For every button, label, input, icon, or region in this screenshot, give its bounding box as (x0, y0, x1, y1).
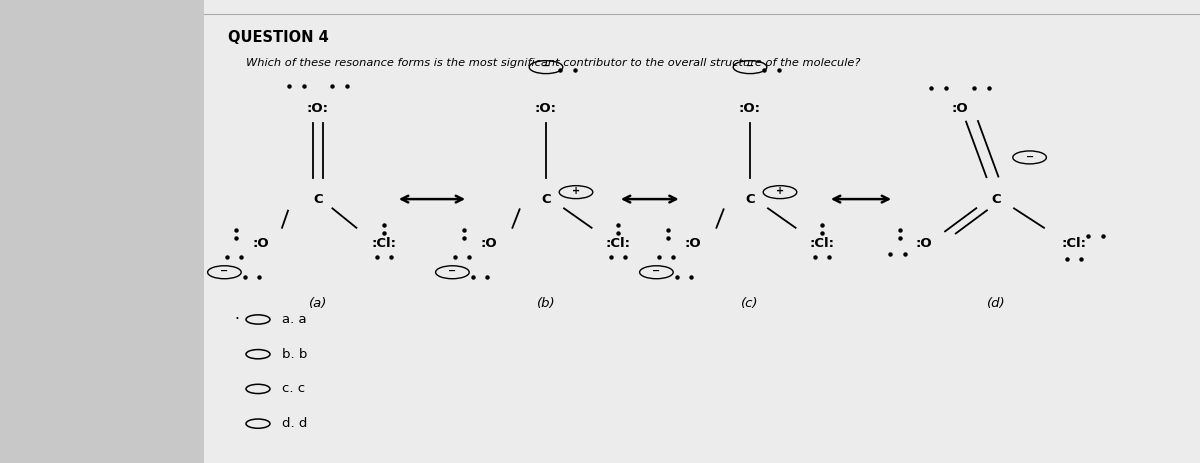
Text: b. b: b. b (282, 348, 307, 361)
Text: :Cl:: :Cl: (810, 237, 834, 250)
Text: :O: :O (916, 237, 932, 250)
Text: C: C (541, 193, 551, 206)
Text: +: + (572, 186, 580, 196)
Text: :O: :O (252, 237, 269, 250)
Text: (c): (c) (742, 297, 758, 310)
Text: ·: · (234, 312, 239, 327)
Text: (a): (a) (308, 297, 328, 310)
Text: QUESTION 4: QUESTION 4 (228, 30, 329, 45)
Text: Which of these resonance forms is the most significant contributor to the overal: Which of these resonance forms is the mo… (246, 58, 860, 68)
Text: c. c: c. c (282, 382, 305, 395)
Text: −: − (1026, 151, 1033, 162)
Text: −: − (653, 266, 660, 276)
Text: −: − (221, 266, 228, 276)
Text: a. a: a. a (282, 313, 307, 326)
Text: C: C (745, 193, 755, 206)
Text: :O: :O (684, 237, 701, 250)
Text: −: − (449, 266, 456, 276)
Text: C: C (313, 193, 323, 206)
Text: d. d: d. d (282, 417, 307, 430)
Text: :Cl:: :Cl: (372, 237, 396, 250)
Text: −: − (542, 61, 550, 71)
FancyBboxPatch shape (204, 0, 1200, 463)
Text: (d): (d) (986, 297, 1006, 310)
Text: :O: :O (952, 102, 968, 115)
Text: (b): (b) (536, 297, 556, 310)
Text: :O:: :O: (535, 102, 557, 115)
Text: +: + (776, 186, 784, 196)
Text: :O: :O (480, 237, 497, 250)
Text: :O:: :O: (739, 102, 761, 115)
Text: −: − (746, 61, 754, 71)
Text: :O:: :O: (307, 102, 329, 115)
Text: C: C (991, 193, 1001, 206)
Text: :Cl:: :Cl: (606, 237, 630, 250)
Text: :Cl:: :Cl: (1062, 237, 1086, 250)
